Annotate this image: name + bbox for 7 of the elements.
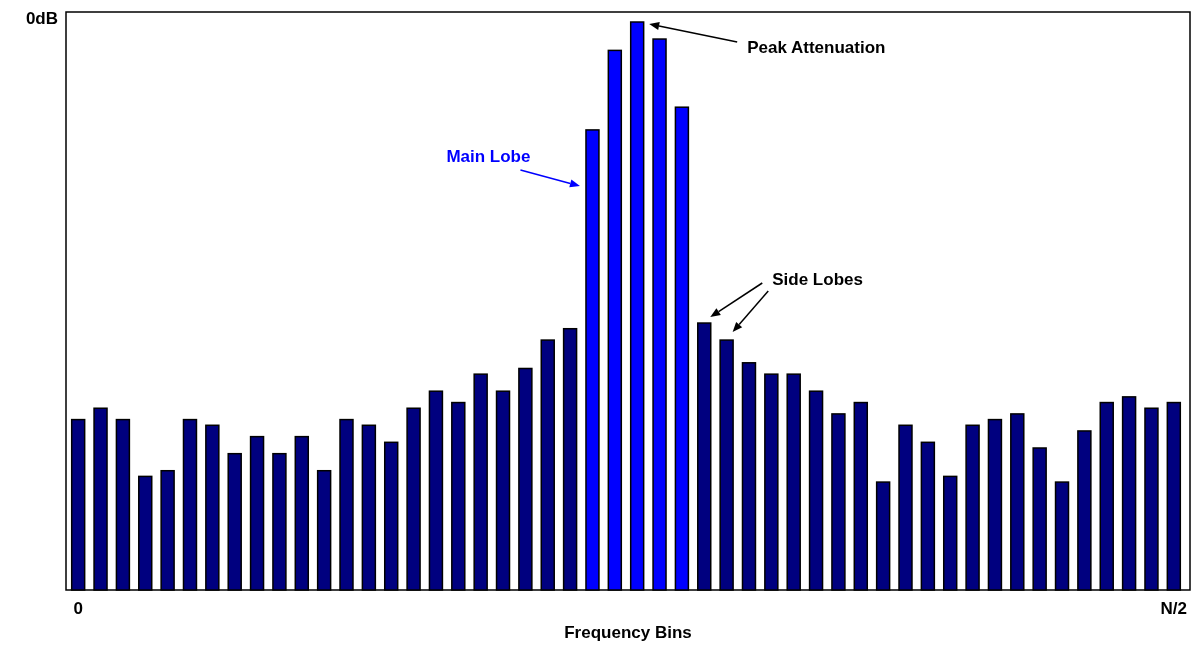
annotation: Side Lobes (772, 270, 863, 289)
text: 0dB (25, 9, 58, 28)
x-tick-label: 0 (73, 599, 83, 618)
annotation: Main Lobe (446, 147, 531, 166)
annotation: Peak Attenuation (747, 38, 886, 57)
x-tick-label: N/2 (1160, 599, 1188, 618)
x-axis-title: Frequency Bins (564, 623, 692, 642)
